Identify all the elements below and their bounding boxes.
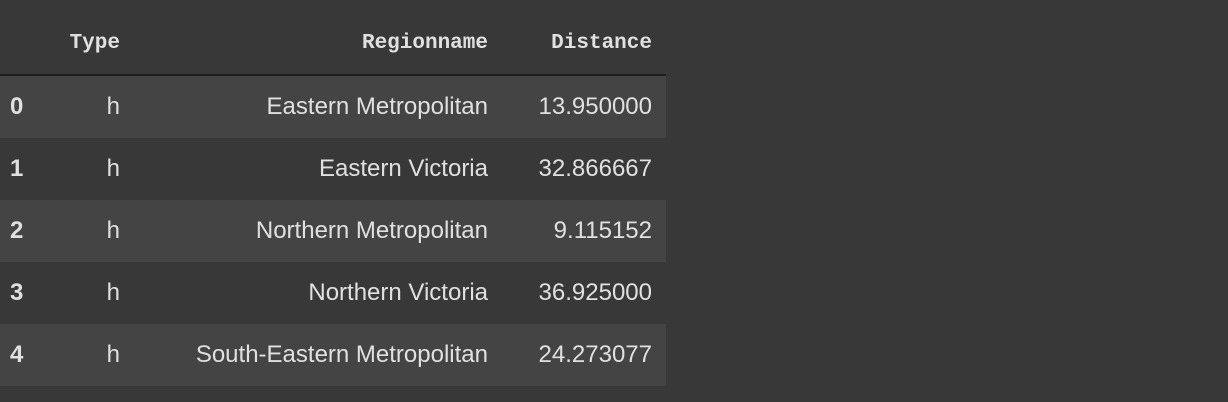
cell-distance: 36.925000 xyxy=(538,279,652,306)
cell-distance: 24.273077 xyxy=(502,324,666,386)
row-index: 1 xyxy=(10,155,24,182)
cell-regionname: South-Eastern Metropolitan xyxy=(134,324,502,386)
table-row: 3 h Northern Victoria 36.925000 xyxy=(0,262,666,324)
dataframe-table: Type Regionname Distance 0 h Eastern Metro… xyxy=(0,12,666,386)
column-header-regionname: Regionname xyxy=(134,12,502,76)
cell-type: h xyxy=(54,200,134,262)
table-row: 2 h Northern Metropolitan 9.115152 xyxy=(0,200,666,262)
table-row: 0 h Eastern Metropolitan 13.950000 xyxy=(0,75,666,138)
cell-regionname: Eastern Victoria xyxy=(319,155,488,182)
cell-regionname: Eastern Metropolitan xyxy=(134,75,502,138)
index-header xyxy=(0,12,54,76)
row-index: 3 xyxy=(10,279,24,306)
row-index: 2 xyxy=(0,200,54,262)
cell-type: h xyxy=(54,324,134,386)
column-header-distance: Distance xyxy=(502,12,666,76)
header-row: Type Regionname Distance xyxy=(0,12,666,76)
cell-type: h xyxy=(106,279,120,306)
column-header-type: Type xyxy=(54,12,134,76)
cell-regionname: Northern Metropolitan xyxy=(134,200,502,262)
cell-type: h xyxy=(54,75,134,138)
table-row: 1 h Eastern Victoria 32.866667 xyxy=(0,138,666,200)
cell-distance: 13.950000 xyxy=(502,75,666,138)
table-row: 4 h South-Eastern Metropolitan 24.273077 xyxy=(0,324,666,386)
row-index: 4 xyxy=(0,324,54,386)
cell-type: h xyxy=(106,155,120,182)
cell-distance: 32.866667 xyxy=(538,155,652,182)
cell-regionname: Northern Victoria xyxy=(308,279,488,306)
cell-distance: 9.115152 xyxy=(502,200,666,262)
row-index: 0 xyxy=(0,75,54,138)
